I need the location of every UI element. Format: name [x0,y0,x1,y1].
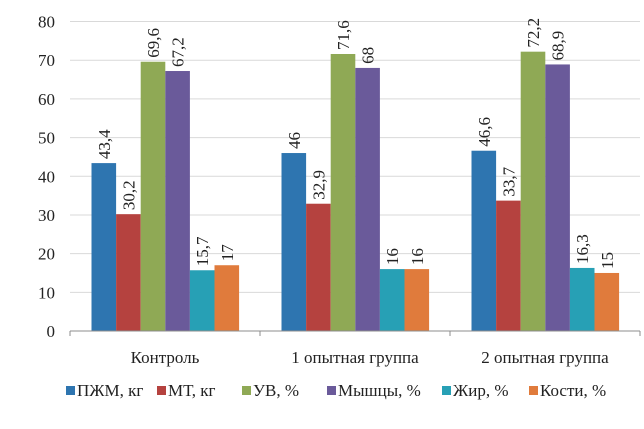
legend: ПЖМ, кг МТ, кг УВ, % Мышцы, % Жир, % Кости, % [66,381,606,400]
legend-swatch [327,386,336,395]
data-label: 15,7 [193,236,212,266]
data-labels: 43,4 30,2 69,6 67,2 15,7 17 46 32,9 71,6 68 16 16 46… [95,18,617,269]
data-label: 67,2 [169,37,188,67]
x-category-label: 1 опытная группа [291,348,419,367]
legend-swatch [66,386,75,395]
data-label: 68 [359,47,378,64]
legend-label: МТ, кг [168,381,216,400]
legend-label: Мышцы, % [338,381,421,400]
y-tick-label: 20 [38,245,55,264]
y-tick-label: 60 [38,90,55,109]
data-label: 71,6 [334,20,353,50]
legend-label: Кости, % [540,381,606,400]
x-axis: Контроль 1 опытная группа 2 опытная группа [69,330,641,367]
legend-swatch [242,386,251,395]
data-label: 16 [383,248,402,265]
bar [404,269,430,331]
bar [116,214,141,331]
bar [165,71,190,332]
y-tick-label: 80 [38,13,55,32]
bar [379,269,405,331]
y-tick-label: 30 [38,206,55,225]
data-label: 46 [285,132,304,149]
bar [281,153,307,331]
legend-swatch [157,386,166,395]
bar [330,53,356,332]
y-axis-ticks: 0 10 20 30 40 50 60 70 80 [38,13,55,342]
data-label: 46,6 [475,117,494,147]
legend-label: ПЖМ, кг [77,381,143,400]
legend-label: УВ, % [253,381,299,400]
bar [569,267,595,331]
bar [471,150,497,331]
x-category-label: 2 опытная группа [481,348,609,367]
bar [214,265,240,331]
bars [91,51,620,332]
y-tick-label: 50 [38,129,55,148]
bar [189,270,215,331]
bar [355,67,380,332]
x-category-label: Контроль [131,348,200,367]
y-tick-label: 70 [38,51,55,70]
data-label: 72,2 [524,18,543,48]
data-label: 16,3 [573,234,592,264]
bar [520,51,546,332]
bar [594,272,620,331]
data-label: 43,4 [95,129,114,159]
bar [91,163,117,331]
data-label: 15 [598,252,617,269]
data-label: 68,9 [549,31,568,61]
bar [306,203,331,331]
data-label: 16 [408,248,427,265]
data-label: 33,7 [499,166,518,196]
legend-label: Жир, % [453,381,509,400]
bar [545,64,570,332]
y-tick-label: 0 [47,322,56,341]
bar [496,200,521,331]
data-label: 17 [218,244,237,262]
y-tick-label: 10 [38,283,55,302]
data-label: 69,6 [144,28,163,58]
data-label: 32,9 [309,170,328,200]
legend-swatch [442,386,451,395]
y-tick-label: 40 [38,167,55,186]
legend-swatch [529,386,538,395]
bar [140,61,166,332]
data-label: 30,2 [119,180,138,210]
